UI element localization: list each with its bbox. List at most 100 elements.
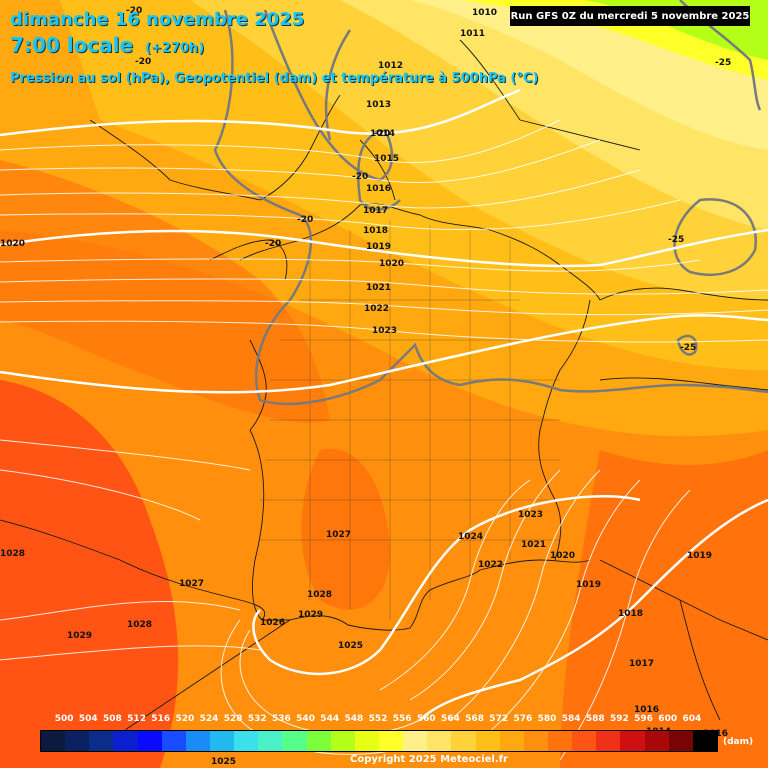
pressure-label: 1028 [307, 590, 332, 600]
legend-swatch [234, 731, 259, 751]
legend-value: 568 [465, 714, 484, 724]
legend-value: 604 [682, 714, 702, 724]
legend-swatch [572, 731, 597, 751]
pressure-label: 1011 [460, 29, 485, 39]
legend-value: 536 [272, 714, 291, 724]
legend-value: 556 [392, 714, 412, 724]
legend-value: 548 [344, 714, 364, 724]
pressure-label: 1026 [260, 618, 285, 628]
legend-value: 512 [127, 714, 146, 724]
legend-value: 508 [103, 714, 122, 724]
legend-value: 584 [561, 714, 581, 724]
pressure-label: 1017 [363, 206, 388, 216]
pressure-label: 1021 [521, 540, 546, 550]
pressure-label: 1017 [629, 659, 654, 669]
legend-value: 576 [513, 714, 533, 724]
legend-value: 600 [658, 714, 678, 724]
pressure-label: 1022 [478, 560, 503, 570]
pressure-label: 1019 [576, 580, 601, 590]
temperature-labels: -20 -20 -20 -20 -20 -20 -25 -25 -25 [126, 6, 731, 353]
pressure-label: 1020 [550, 551, 575, 561]
legend-swatch [113, 731, 138, 751]
legend-value: 572 [489, 714, 509, 724]
legend-swatch [596, 731, 621, 751]
geopotential-contours [0, 88, 768, 721]
legend-value: 588 [585, 714, 605, 724]
legend-swatch [306, 731, 331, 751]
pressure-label: 1016 [634, 705, 659, 715]
pressure-label: 1025 [211, 757, 236, 767]
legend-swatch [523, 731, 548, 751]
temperature-isotherms [213, 0, 768, 406]
pressure-label: 1016 [366, 184, 391, 194]
forecast-time-text: 7:00 locale [10, 33, 134, 57]
isobars [0, 119, 768, 761]
temperature-label: -20 [126, 6, 142, 16]
legend-swatch [282, 731, 307, 751]
temperature-label: -20 [297, 215, 313, 225]
legend-value: 520 [175, 714, 195, 724]
pressure-label: 1027 [326, 530, 351, 540]
legend-swatch [403, 731, 428, 751]
pressure-label: 1012 [378, 61, 403, 71]
temperature-label: -20 [352, 172, 368, 182]
legend-swatch [185, 731, 210, 751]
pressure-label: 1024 [458, 532, 483, 542]
legend-swatch [161, 731, 186, 751]
temperature-label: -25 [680, 343, 696, 353]
legend-labels: 500 504 508 512 516 520 524 528 532 536 540 544 548 5… [54, 714, 726, 726]
legend-swatch [378, 731, 404, 751]
legend-value: 592 [610, 714, 629, 724]
legend-swatch [668, 731, 693, 751]
legend-value: 532 [247, 714, 267, 724]
pressure-label: 1028 [0, 549, 25, 559]
legend-value: 540 [296, 714, 315, 724]
legend-swatch [354, 731, 379, 751]
temperature-label: -25 [715, 58, 731, 68]
pressure-label: 1020 [379, 259, 404, 269]
temperature-label: -20 [265, 239, 281, 249]
pressure-label: 1019 [687, 551, 712, 561]
pressure-label: 1015 [374, 154, 399, 164]
legend-value: 560 [416, 714, 436, 724]
pressure-label: 1023 [518, 510, 543, 520]
pressure-label: 1020 [0, 239, 25, 249]
legend-value: 580 [537, 714, 557, 724]
pressure-label: 1018 [618, 609, 643, 619]
legend-swatch [137, 731, 162, 751]
legend-swatch [692, 731, 717, 751]
pressure-label: 1022 [364, 304, 389, 314]
legend-value: 504 [78, 714, 98, 724]
legend-value: 528 [223, 714, 243, 724]
pressure-label: 1018 [363, 226, 388, 236]
legend-value: 552 [368, 714, 388, 724]
pressure-label: 1010 [472, 8, 497, 18]
legend-swatch [65, 731, 90, 751]
region-borders [260, 220, 560, 620]
legend-value: 500 [54, 714, 74, 724]
pressure-label: 1019 [366, 242, 391, 252]
legend-unit: (dam) [723, 737, 754, 747]
pressure-label: 1023 [372, 326, 397, 336]
legend-value: 564 [441, 714, 460, 724]
legend-swatch [620, 731, 645, 751]
legend-swatch [330, 731, 355, 751]
legend-value: 516 [151, 714, 171, 724]
legend-value: 544 [320, 714, 340, 724]
legend-swatch [41, 731, 66, 751]
temperature-label: -25 [668, 235, 684, 245]
forecast-date: dimanche 16 novembre 2025 [10, 9, 305, 30]
pressure-label: 1029 [298, 610, 323, 620]
legend-swatch [547, 731, 573, 751]
legend-value: 596 [634, 714, 653, 724]
legend-color-bar [40, 730, 718, 752]
temperature-label: -20 [374, 129, 390, 139]
forecast-hours: (+270h) [145, 41, 205, 56]
legend-swatch [451, 731, 476, 751]
legend-swatch [499, 731, 524, 751]
run-info: Run GFS 0Z du mercredi 5 novembre 2025 [510, 6, 750, 26]
legend-swatch [644, 731, 669, 751]
legend-swatch [89, 731, 114, 751]
